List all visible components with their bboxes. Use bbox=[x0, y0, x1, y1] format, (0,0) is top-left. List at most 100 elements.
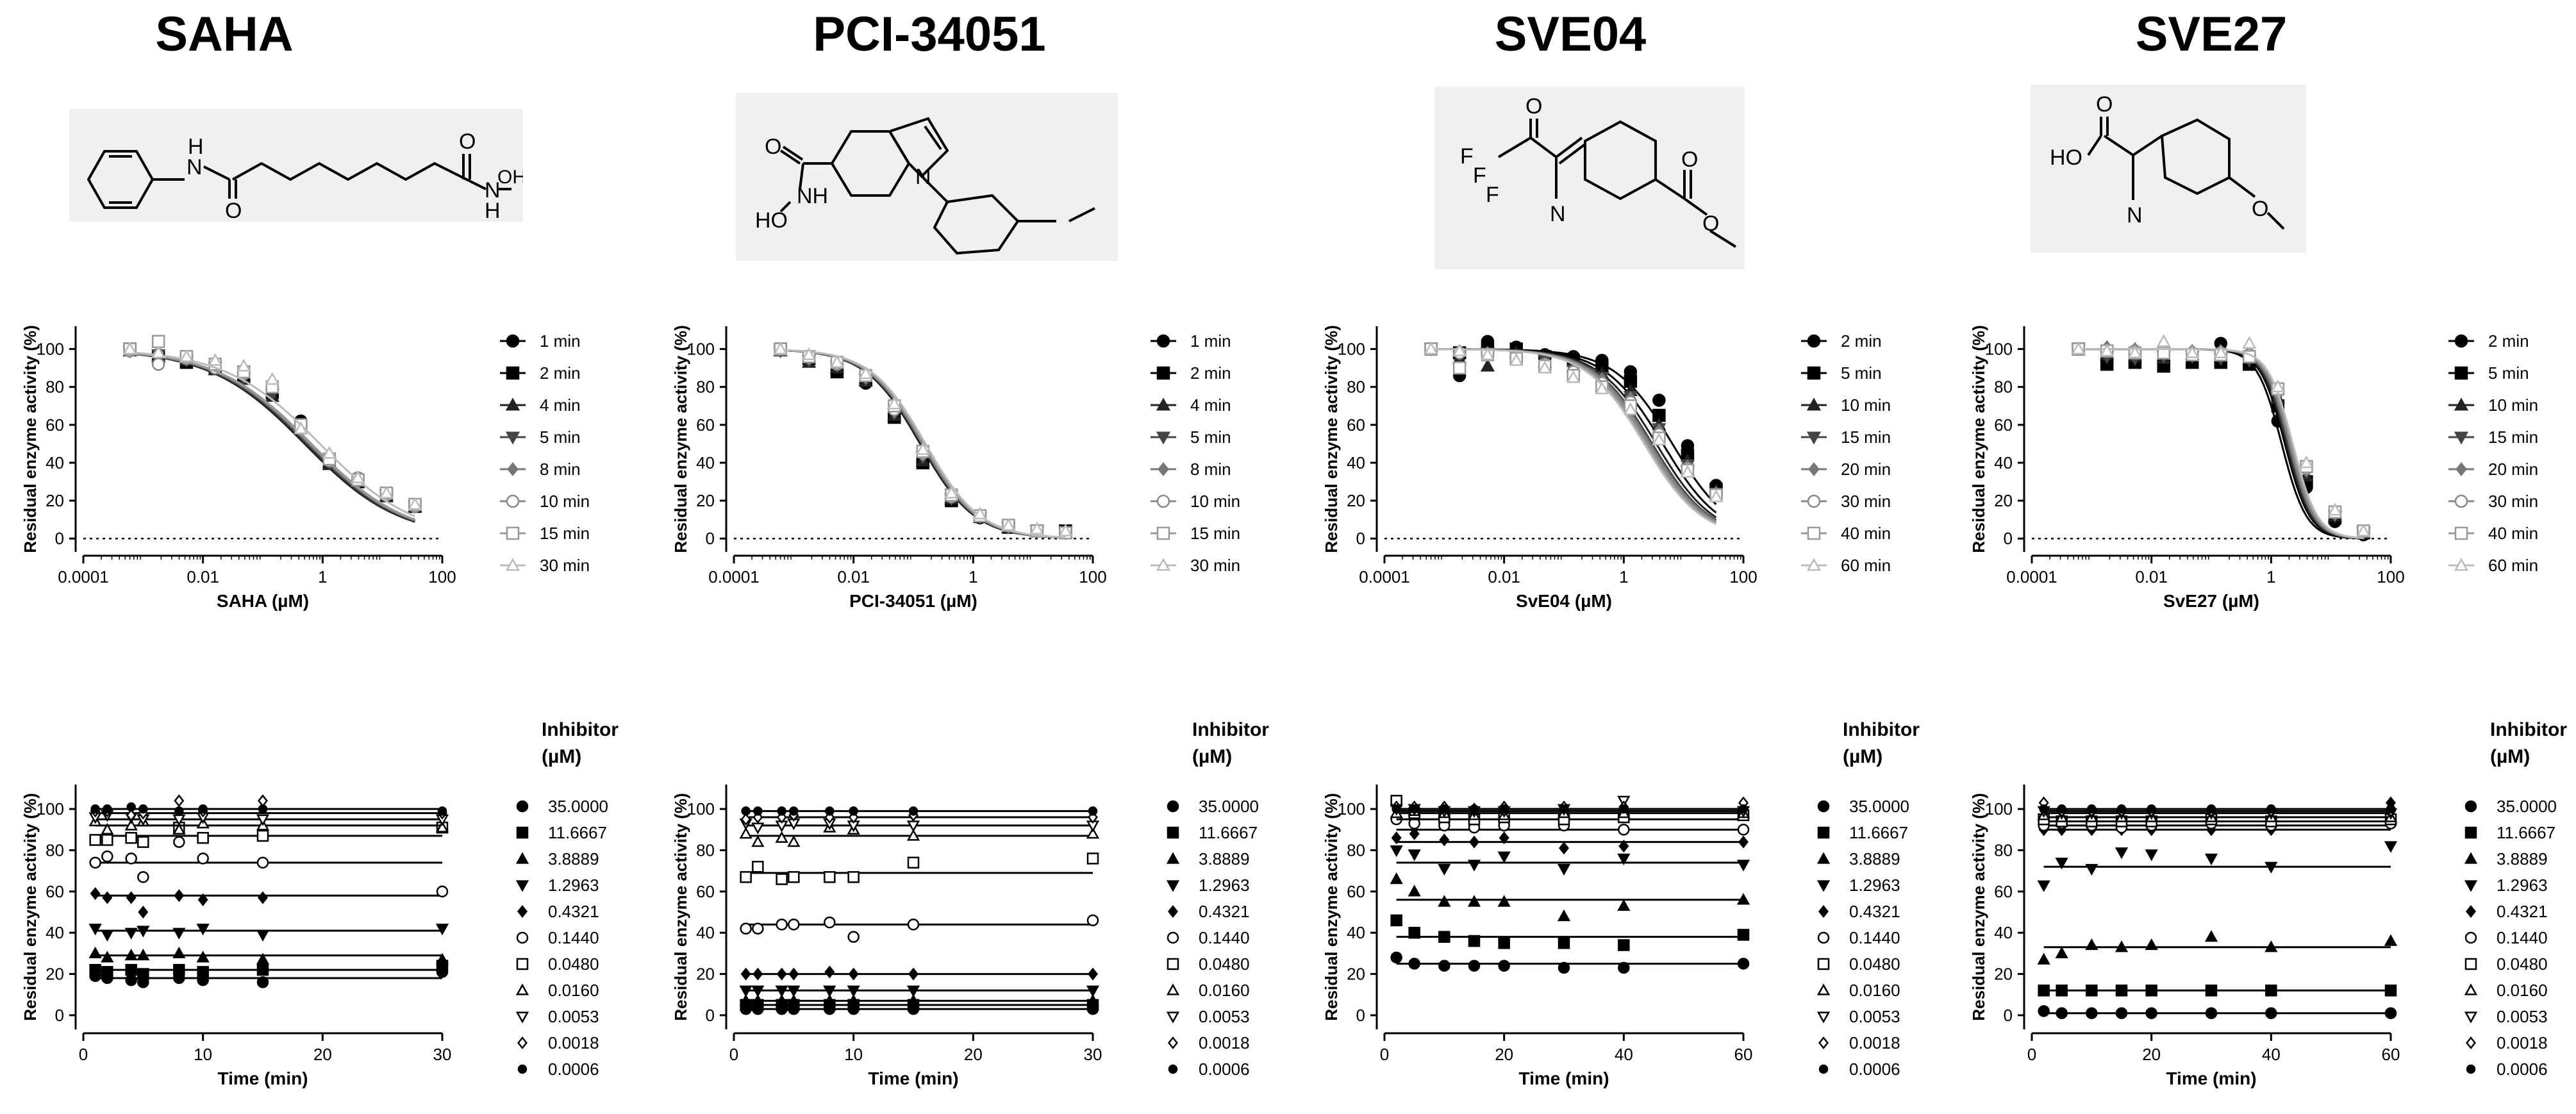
data-point bbox=[1557, 863, 1571, 876]
data-point bbox=[1499, 804, 1509, 814]
data-point bbox=[1468, 960, 1481, 972]
fit-curve bbox=[2078, 348, 2364, 540]
data-point bbox=[2115, 1007, 2128, 1019]
data-point bbox=[137, 926, 150, 938]
data-point bbox=[823, 985, 836, 997]
legend-marker bbox=[1817, 931, 1830, 944]
data-point bbox=[172, 822, 186, 835]
data-point bbox=[858, 366, 873, 379]
y-tick-label: 100 bbox=[37, 799, 64, 819]
series-group bbox=[740, 852, 1099, 885]
saha-struct-label: H bbox=[485, 199, 501, 222]
legend-label: 35.0000 bbox=[2497, 797, 2557, 816]
data-point bbox=[2127, 345, 2143, 358]
data-point bbox=[101, 951, 114, 963]
legend-label: 0.0480 bbox=[1199, 954, 1250, 974]
data-point bbox=[1498, 937, 1510, 949]
series-group bbox=[88, 946, 449, 965]
data-point bbox=[2242, 336, 2257, 349]
legend-label: 30 min bbox=[1190, 556, 1240, 575]
legend-label: 0.4321 bbox=[2497, 902, 2548, 921]
legend-marker bbox=[1168, 1064, 1178, 1074]
legend-marker bbox=[1816, 983, 1831, 995]
x-tick-label: 100 bbox=[1079, 567, 1106, 586]
data-point bbox=[1509, 353, 1524, 366]
legend-label: 0.1440 bbox=[548, 928, 599, 947]
y-tick-label: 100 bbox=[1985, 799, 2013, 819]
legend-label: 1.2963 bbox=[548, 876, 599, 895]
legend-title-unit: (µM) bbox=[2490, 746, 2530, 767]
x-axis-label: SvE04 (µM) bbox=[1516, 591, 1612, 611]
data-point bbox=[1480, 358, 1495, 372]
y-tick-label: 0 bbox=[1356, 529, 1365, 548]
legend-label: 0.0006 bbox=[1199, 1060, 1250, 1079]
series-group bbox=[773, 341, 1073, 538]
data-point bbox=[2384, 985, 2397, 997]
data-point bbox=[752, 967, 763, 981]
legend-marker bbox=[515, 880, 529, 892]
time-course-svg: 0 20 40 60 80 100 0 20 40 60 Time (min) Residual en… bbox=[1969, 719, 2567, 1088]
data-point bbox=[1737, 824, 1750, 836]
sve04-title: SVE04 bbox=[1494, 7, 1647, 62]
legend-label: 10 min bbox=[1841, 395, 1891, 415]
data-point bbox=[829, 354, 845, 368]
legend-title-unit: (µM) bbox=[1843, 746, 1882, 767]
legend-label: 10 min bbox=[1190, 492, 1240, 511]
series-group bbox=[739, 985, 1100, 997]
data-point bbox=[122, 341, 137, 355]
y-tick-label: 80 bbox=[46, 841, 64, 860]
data-point bbox=[787, 993, 801, 1006]
legend-label: 0.0006 bbox=[2497, 1060, 2548, 1079]
legend-marker bbox=[1807, 494, 1821, 508]
data-point bbox=[172, 946, 186, 959]
x-axis-label: Time (min) bbox=[1518, 1068, 1609, 1088]
data-point bbox=[124, 949, 138, 961]
legend-marker bbox=[1816, 1011, 1831, 1024]
legend-label: 2 min bbox=[540, 363, 581, 383]
legend-label: 4 min bbox=[540, 395, 581, 415]
data-point bbox=[741, 806, 751, 816]
sve04-struct-label: F bbox=[1473, 163, 1486, 188]
legend-marker bbox=[1167, 931, 1179, 944]
x-tick-label: 100 bbox=[2377, 567, 2404, 586]
data-point bbox=[848, 967, 859, 981]
data-point bbox=[173, 836, 185, 848]
data-point bbox=[1737, 958, 1750, 970]
legend-label: 0.0480 bbox=[548, 954, 599, 974]
pci-struct-label: NH bbox=[797, 184, 828, 208]
series-group bbox=[2039, 804, 2396, 814]
y-tick-label: 20 bbox=[696, 491, 715, 510]
sve04-time-course-chart: 0 20 40 60 80 100 0 20 40 60 Time (min) Residual en… bbox=[1314, 718, 1955, 1111]
series-group bbox=[1424, 342, 1723, 524]
data-point bbox=[1617, 853, 1631, 865]
series-group bbox=[2071, 341, 2371, 540]
data-point bbox=[1438, 863, 1451, 876]
data-point bbox=[753, 806, 763, 816]
legend-label: 40 min bbox=[1841, 524, 1891, 543]
legend-label: 0.0053 bbox=[2497, 1007, 2548, 1026]
legend-label: 2 min bbox=[1190, 363, 1231, 383]
legend-label: 20 min bbox=[2488, 460, 2538, 479]
pci-struct-label: O bbox=[765, 135, 781, 159]
y-axis-label: Residual enzyme activity (%) bbox=[1322, 325, 1341, 553]
data-point bbox=[1439, 833, 1450, 847]
data-point bbox=[776, 873, 788, 885]
saha-struct-label: N bbox=[187, 155, 203, 179]
legend-marker bbox=[1167, 958, 1179, 970]
data-point bbox=[2264, 861, 2278, 874]
data-point bbox=[2156, 334, 2171, 347]
legend-label: 15 min bbox=[540, 524, 590, 543]
data-point bbox=[824, 965, 835, 979]
data-point bbox=[1086, 827, 1100, 839]
legend-marker bbox=[506, 494, 520, 508]
legend-marker bbox=[506, 334, 520, 348]
x-tick-label: 1 bbox=[318, 567, 327, 586]
series-group bbox=[2072, 340, 2370, 540]
legend-label: 1.2963 bbox=[2497, 876, 2548, 895]
data-point bbox=[1409, 804, 1419, 814]
series-group bbox=[2038, 985, 2397, 997]
x-tick-label: 10 bbox=[194, 1045, 212, 1064]
legend-label: 0.4321 bbox=[1849, 902, 1900, 921]
legend-marker bbox=[1166, 1011, 1180, 1024]
legend-marker bbox=[2465, 1036, 2477, 1050]
